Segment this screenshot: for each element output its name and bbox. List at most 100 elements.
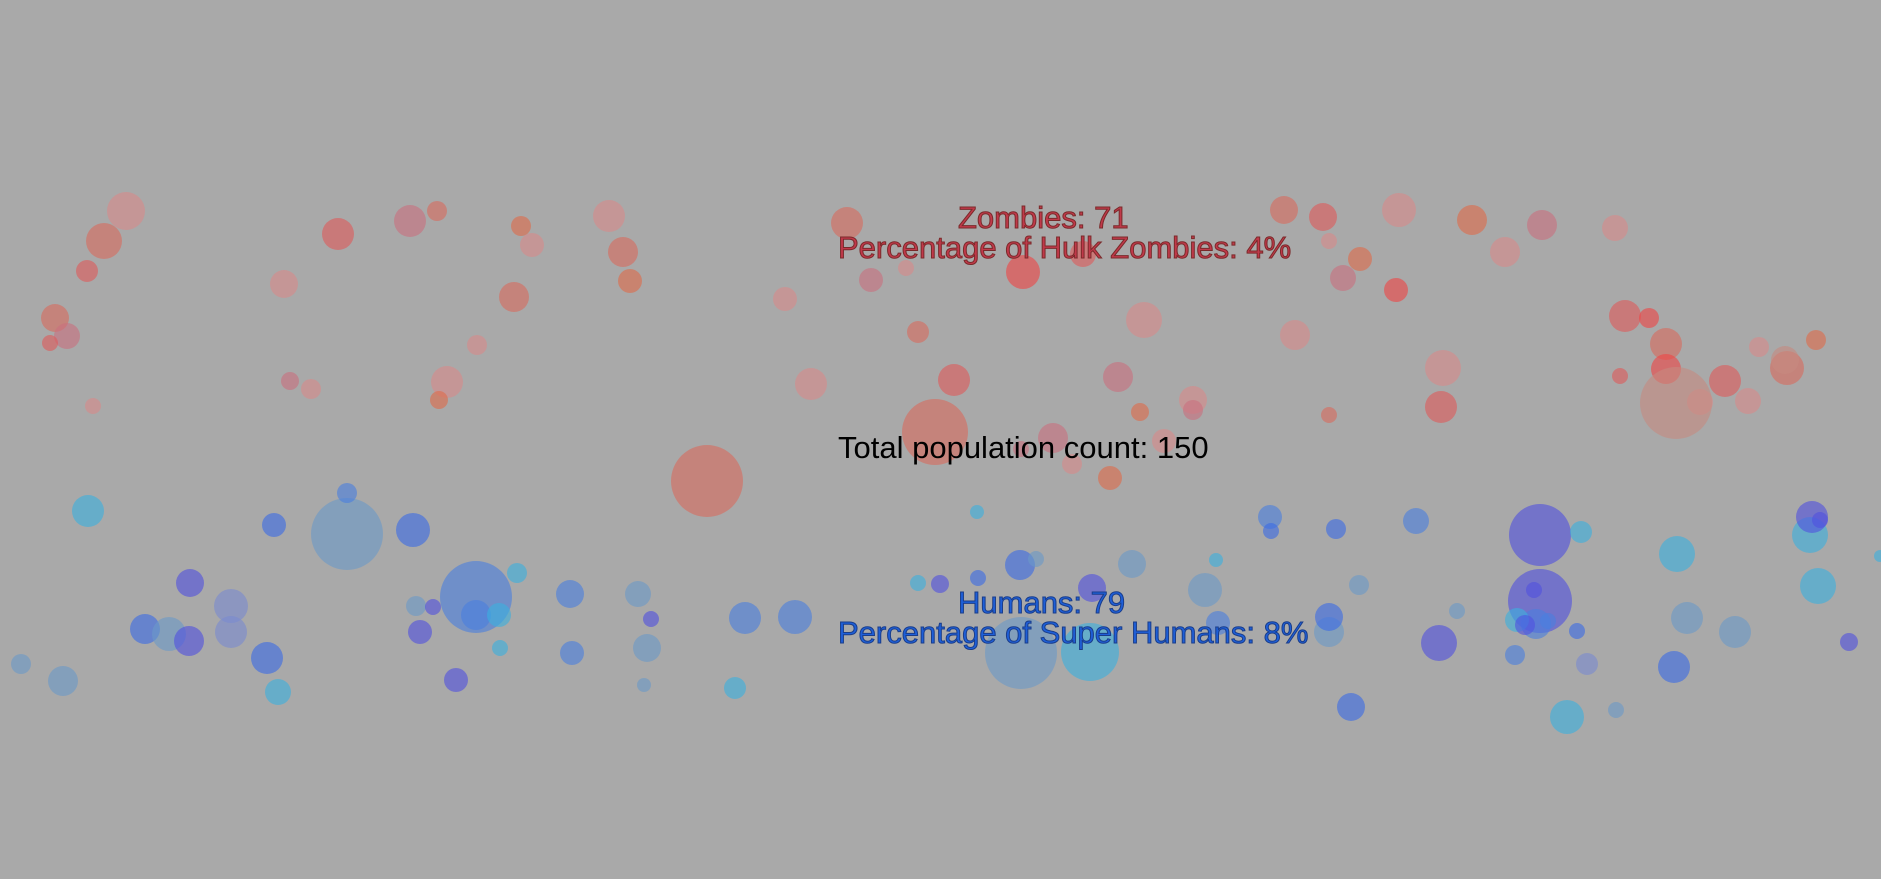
zombie-particle bbox=[270, 270, 298, 298]
zombie-particle bbox=[54, 323, 80, 349]
zombie-particle bbox=[1038, 423, 1068, 453]
zombie-particle bbox=[1709, 365, 1741, 397]
human-particle bbox=[1570, 521, 1592, 543]
human-particle bbox=[461, 600, 491, 630]
human-particle bbox=[1800, 568, 1836, 604]
human-particle bbox=[1263, 523, 1279, 539]
zombie-particle bbox=[1609, 300, 1641, 332]
human-particle bbox=[262, 513, 286, 537]
human-particle bbox=[492, 640, 508, 656]
human-particle bbox=[1658, 651, 1690, 683]
human-particle bbox=[1840, 633, 1858, 651]
zombie-particle bbox=[42, 335, 58, 351]
human-particle bbox=[1608, 702, 1624, 718]
zombie-particle bbox=[859, 268, 883, 292]
human-particle bbox=[1078, 574, 1106, 602]
human-particle bbox=[985, 617, 1057, 689]
zombie-particle bbox=[1749, 337, 1769, 357]
zombie-particle bbox=[76, 260, 98, 282]
zombie-particle bbox=[1735, 388, 1761, 414]
zombie-particle bbox=[593, 200, 625, 232]
zombie-particle bbox=[1103, 362, 1133, 392]
human-particle bbox=[633, 634, 661, 662]
zombie-particle bbox=[1309, 203, 1337, 231]
total-population-label: Total population count: 150 bbox=[838, 430, 1209, 465]
human-particle bbox=[214, 589, 248, 623]
zombie-particle bbox=[831, 207, 863, 239]
human-particle bbox=[406, 596, 426, 616]
human-particle bbox=[1515, 615, 1535, 635]
zombie-particle bbox=[499, 282, 529, 312]
human-particle bbox=[910, 575, 926, 591]
human-particle bbox=[265, 679, 291, 705]
human-particle bbox=[1258, 505, 1282, 529]
human-particle bbox=[311, 498, 383, 570]
zombie-particle bbox=[467, 335, 487, 355]
human-particle bbox=[556, 580, 584, 608]
human-particle bbox=[174, 626, 204, 656]
zombie-particle bbox=[301, 379, 321, 399]
zombie-particle bbox=[1070, 241, 1096, 267]
zombie-particle bbox=[1348, 247, 1372, 271]
zombie-particle bbox=[430, 391, 448, 409]
zombie-particle bbox=[322, 218, 354, 250]
zombie-particle bbox=[1131, 403, 1149, 421]
human-particle bbox=[1526, 582, 1542, 598]
human-particle bbox=[1569, 623, 1585, 639]
zombie-particle bbox=[608, 237, 638, 267]
human-particle bbox=[1315, 603, 1343, 631]
human-particle bbox=[48, 666, 78, 696]
zombie-particle bbox=[1321, 233, 1337, 249]
human-particle bbox=[1550, 700, 1584, 734]
human-particle bbox=[1188, 573, 1222, 607]
zombie-particle bbox=[795, 368, 827, 400]
zombie-particle bbox=[1639, 308, 1659, 328]
zombie-particle bbox=[1612, 368, 1628, 384]
zombie-particle bbox=[1457, 205, 1487, 235]
zombie-particle bbox=[902, 399, 968, 465]
human-particle bbox=[778, 600, 812, 634]
human-particle bbox=[1061, 623, 1119, 681]
zombie-particle bbox=[1640, 367, 1712, 439]
human-particle bbox=[643, 611, 659, 627]
human-particle bbox=[1505, 645, 1525, 665]
human-particle bbox=[1337, 693, 1365, 721]
zombies-count-label: Zombies: 71 bbox=[958, 200, 1130, 235]
human-particle bbox=[1874, 550, 1881, 562]
zombie-particle bbox=[1062, 454, 1082, 474]
human-particle bbox=[729, 602, 761, 634]
zombie-particle bbox=[1126, 302, 1162, 338]
zombie-particle bbox=[671, 445, 743, 517]
zombie-particle bbox=[1098, 466, 1122, 490]
human-particle bbox=[1028, 551, 1044, 567]
human-particle bbox=[176, 569, 204, 597]
human-particle bbox=[1118, 550, 1146, 578]
zombie-particle bbox=[1527, 210, 1557, 240]
zombie-particle bbox=[1330, 265, 1356, 291]
zombie-particle bbox=[1321, 407, 1337, 423]
human-particle bbox=[1449, 603, 1465, 619]
human-particle bbox=[11, 654, 31, 674]
zombie-particle bbox=[427, 201, 447, 221]
human-particle bbox=[724, 677, 746, 699]
zombie-particle bbox=[1270, 196, 1298, 224]
human-particle bbox=[425, 599, 441, 615]
zombie-particle bbox=[1152, 429, 1176, 453]
zombie-particle bbox=[1771, 346, 1799, 374]
human-particle bbox=[1812, 512, 1828, 528]
human-particle bbox=[970, 505, 984, 519]
zombie-particle bbox=[511, 216, 531, 236]
human-particle bbox=[1719, 616, 1751, 648]
human-particle bbox=[1209, 553, 1223, 567]
zombie-particle bbox=[1382, 193, 1416, 227]
zombie-particle bbox=[281, 372, 299, 390]
zombie-particle bbox=[1650, 328, 1682, 360]
zombie-particle bbox=[898, 260, 914, 276]
human-particle bbox=[215, 616, 247, 648]
human-particle bbox=[1671, 602, 1703, 634]
human-particle bbox=[1349, 575, 1369, 595]
super-humans-percentage-label: Percentage of Super Humans: 8% bbox=[837, 615, 1309, 650]
human-particle bbox=[1540, 613, 1556, 629]
